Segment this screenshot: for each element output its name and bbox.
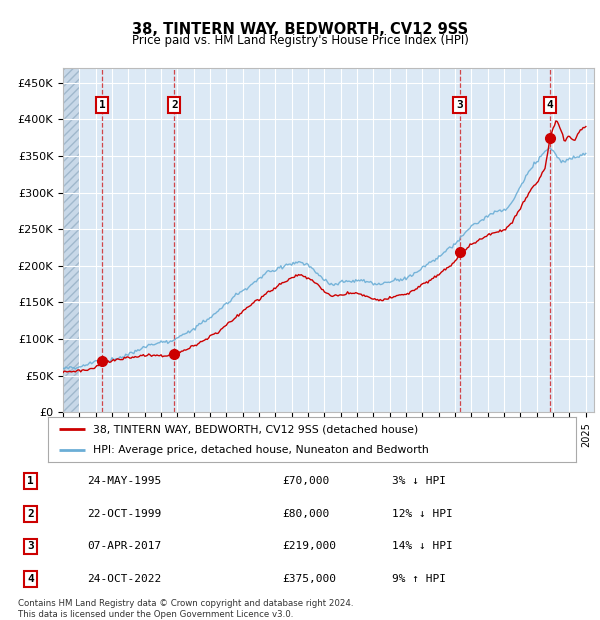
Text: 24-MAY-1995: 24-MAY-1995 <box>87 476 161 486</box>
Bar <box>63 68 79 412</box>
Text: 4: 4 <box>547 100 553 110</box>
Text: 3% ↓ HPI: 3% ↓ HPI <box>392 476 446 486</box>
Text: 22-OCT-1999: 22-OCT-1999 <box>87 509 161 519</box>
Text: 38, TINTERN WAY, BEDWORTH, CV12 9SS (detached house): 38, TINTERN WAY, BEDWORTH, CV12 9SS (det… <box>93 424 418 435</box>
Text: Price paid vs. HM Land Registry's House Price Index (HPI): Price paid vs. HM Land Registry's House … <box>131 34 469 47</box>
Text: Contains HM Land Registry data © Crown copyright and database right 2024.
This d: Contains HM Land Registry data © Crown c… <box>18 600 353 619</box>
Text: 1: 1 <box>98 100 106 110</box>
Text: £80,000: £80,000 <box>283 509 330 519</box>
Text: £219,000: £219,000 <box>283 541 337 551</box>
Text: 14% ↓ HPI: 14% ↓ HPI <box>392 541 453 551</box>
Text: 4: 4 <box>27 574 34 584</box>
Text: 1: 1 <box>27 476 34 486</box>
Text: 12% ↓ HPI: 12% ↓ HPI <box>392 509 453 519</box>
Bar <box>63 68 79 412</box>
Text: 24-OCT-2022: 24-OCT-2022 <box>87 574 161 584</box>
Text: HPI: Average price, detached house, Nuneaton and Bedworth: HPI: Average price, detached house, Nune… <box>93 445 428 455</box>
Text: 2: 2 <box>27 509 34 519</box>
Text: 3: 3 <box>27 541 34 551</box>
Text: £70,000: £70,000 <box>283 476 330 486</box>
Text: 9% ↑ HPI: 9% ↑ HPI <box>392 574 446 584</box>
Text: 07-APR-2017: 07-APR-2017 <box>87 541 161 551</box>
Text: 2: 2 <box>171 100 178 110</box>
Text: £375,000: £375,000 <box>283 574 337 584</box>
Text: 3: 3 <box>456 100 463 110</box>
Text: 38, TINTERN WAY, BEDWORTH, CV12 9SS: 38, TINTERN WAY, BEDWORTH, CV12 9SS <box>132 22 468 37</box>
